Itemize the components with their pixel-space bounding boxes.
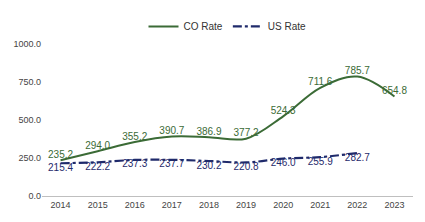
svg-text:235.2: 235.2 xyxy=(48,149,73,160)
svg-text:2023: 2023 xyxy=(384,200,404,210)
svg-text:750.0: 750.0 xyxy=(18,77,41,87)
svg-text:654.8: 654.8 xyxy=(382,85,407,96)
svg-text:237.3: 237.3 xyxy=(122,158,147,169)
svg-text:237.7: 237.7 xyxy=(159,158,184,169)
svg-text:386.9: 386.9 xyxy=(196,126,221,137)
svg-text:230.2: 230.2 xyxy=(196,160,221,171)
svg-text:CO Rate: CO Rate xyxy=(184,21,223,32)
svg-text:215.4: 215.4 xyxy=(48,162,73,173)
svg-text:2015: 2015 xyxy=(88,200,108,210)
svg-text:282.7: 282.7 xyxy=(345,152,370,163)
svg-text:1000.0: 1000.0 xyxy=(13,39,41,49)
svg-text:2022: 2022 xyxy=(347,200,367,210)
svg-text:294.0: 294.0 xyxy=(85,140,110,151)
svg-text:785.7: 785.7 xyxy=(345,65,370,76)
svg-text:220.8: 220.8 xyxy=(234,161,259,172)
svg-text:246.0: 246.0 xyxy=(271,157,296,168)
svg-text:524.3: 524.3 xyxy=(271,105,296,116)
svg-text:2014: 2014 xyxy=(51,200,71,210)
svg-text:255.9: 255.9 xyxy=(308,156,333,167)
svg-text:US Rate: US Rate xyxy=(268,21,306,32)
svg-text:711.6: 711.6 xyxy=(308,76,333,87)
svg-text:250.0: 250.0 xyxy=(18,153,41,163)
svg-text:377.2: 377.2 xyxy=(234,127,259,138)
svg-text:2018: 2018 xyxy=(199,200,219,210)
svg-text:390.7: 390.7 xyxy=(159,125,184,136)
svg-text:2021: 2021 xyxy=(310,200,330,210)
svg-text:2017: 2017 xyxy=(162,200,182,210)
svg-text:222.2: 222.2 xyxy=(85,161,110,172)
svg-text:2016: 2016 xyxy=(125,200,145,210)
svg-text:0.0: 0.0 xyxy=(28,191,41,201)
svg-text:2020: 2020 xyxy=(273,200,293,210)
svg-text:500.0: 500.0 xyxy=(18,115,41,125)
svg-text:355.2: 355.2 xyxy=(122,131,147,142)
svg-text:2019: 2019 xyxy=(236,200,256,210)
